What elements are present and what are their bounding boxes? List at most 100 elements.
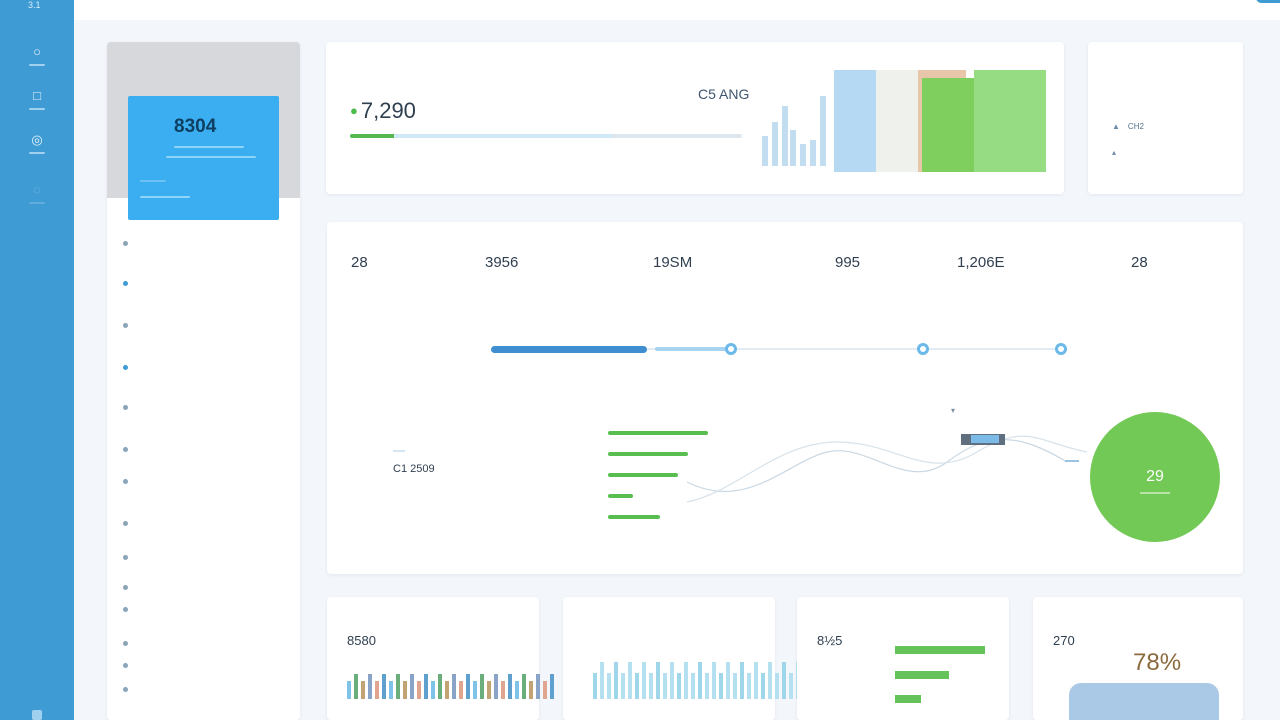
timeline (491, 332, 1067, 362)
kpi-value: 8½5 (817, 633, 843, 648)
spark-bar (607, 673, 611, 699)
bullet-icon (123, 585, 128, 590)
stat-sub (485, 279, 625, 288)
summary-chip (393, 450, 405, 452)
gauge-value: 29 (1146, 468, 1164, 485)
stat-sub (1131, 279, 1271, 288)
sidebar-item[interactable] (123, 402, 283, 414)
spark-bar (670, 662, 674, 699)
kpi-sparkbars (593, 651, 800, 699)
visual-bar (810, 140, 816, 166)
spark-bar (417, 681, 421, 699)
gauge: 29 (1090, 412, 1220, 542)
sidebar-item[interactable] (123, 638, 283, 650)
spark-bar (550, 674, 554, 699)
stat-block: 28 (351, 242, 491, 288)
marker-icon: ▴ (1112, 148, 1117, 157)
spark-bar (635, 673, 639, 699)
spark-bar (459, 681, 463, 699)
spark-bar (494, 674, 498, 699)
calendar-icon[interactable]: □ (27, 86, 47, 110)
bar-chart (585, 428, 1025, 538)
spark-bar (389, 681, 393, 699)
stat-sub (957, 279, 1097, 288)
feature-value: 8304 (174, 116, 217, 137)
sidebar-item[interactable] (123, 320, 283, 332)
spark-bar (656, 662, 660, 699)
sidebar-item[interactable] (123, 518, 283, 530)
bullet-icon (123, 663, 128, 668)
kpi-value: 8580 (347, 633, 376, 648)
bullet-icon (123, 323, 128, 328)
kpi-bar (895, 646, 985, 654)
kpi-value: 270 (1053, 633, 1075, 648)
visual-block (876, 70, 922, 172)
sidebar-item[interactable] (123, 238, 283, 250)
chat-icon[interactable]: ◎ (27, 130, 47, 154)
stat-sub (351, 279, 491, 288)
stat-value: 1,206E (957, 254, 1005, 271)
chart-filter-dropdown[interactable]: ▾ (951, 406, 955, 415)
spark-bar (733, 673, 737, 699)
home-icon[interactable]: ○ (27, 42, 47, 66)
spark-bar (424, 674, 428, 699)
profile-icon[interactable]: ◌ (27, 180, 47, 204)
spark-bar (501, 681, 505, 699)
spark-bar (529, 681, 533, 699)
spark-bar (677, 673, 681, 699)
spark-bar (761, 673, 765, 699)
nav-rail: 3.1 ○ □ ◎ ◌ (0, 0, 74, 720)
spark-bar (698, 662, 702, 699)
spark-bar (740, 662, 744, 699)
hero-value: 7,290 (350, 98, 416, 124)
rail-settings-icon[interactable] (32, 710, 42, 720)
spark-bar (361, 681, 365, 699)
timeline-track (491, 348, 1063, 350)
spark-bar (789, 673, 793, 699)
timeline-node[interactable] (1055, 343, 1067, 355)
gauge-caption-line (1140, 492, 1170, 494)
spark-bar (347, 681, 351, 699)
sidebar-item[interactable] (123, 660, 283, 672)
spark-bar (480, 674, 484, 699)
visual-bar (762, 136, 768, 166)
sidebar-item[interactable] (123, 684, 283, 696)
sidebar-item[interactable] (123, 476, 283, 488)
timeline-node[interactable] (725, 343, 737, 355)
sidebar-item[interactable] (123, 362, 283, 374)
stat-block: 19SM (653, 242, 793, 288)
spark-bar (600, 662, 604, 699)
sidebar-item[interactable] (123, 582, 283, 594)
stat-value: 28 (351, 254, 368, 271)
stat-value: 995 (835, 254, 861, 271)
timeline-node[interactable] (917, 343, 929, 355)
sidebar-item[interactable] (123, 604, 283, 616)
trend-line-2 (687, 435, 1088, 503)
bullet-icon (123, 447, 128, 452)
spark-bar (642, 662, 646, 699)
stat-block: 3956 (485, 242, 625, 288)
stat-block: 995 (835, 242, 975, 288)
kpi-card: 8580 (327, 597, 554, 720)
spark-bar (684, 662, 688, 699)
spark-bar (712, 662, 716, 699)
sidebar-item[interactable] (123, 278, 283, 290)
feature-line (166, 156, 256, 158)
spark-bar (614, 662, 618, 699)
stat-block: 1,206E (957, 242, 1097, 288)
sidebar-item[interactable] (123, 552, 283, 564)
feature-card[interactable]: 8304 (128, 96, 279, 220)
bullet-icon (123, 555, 128, 560)
spark-bar (663, 673, 667, 699)
legend-chip (961, 434, 1005, 445)
spark-bar (754, 662, 758, 699)
bar (608, 515, 660, 519)
trend-lines (687, 435, 1088, 503)
top-action-button[interactable] (1256, 0, 1280, 3)
sidebar-item[interactable] (123, 444, 283, 456)
spark-bar (382, 674, 386, 699)
stat-block: 28 (1131, 242, 1271, 288)
side-card-row[interactable]: ▴ (1112, 148, 1124, 157)
side-card-row[interactable]: ▲ CH2 (1112, 122, 1144, 131)
visual-block (922, 78, 974, 172)
